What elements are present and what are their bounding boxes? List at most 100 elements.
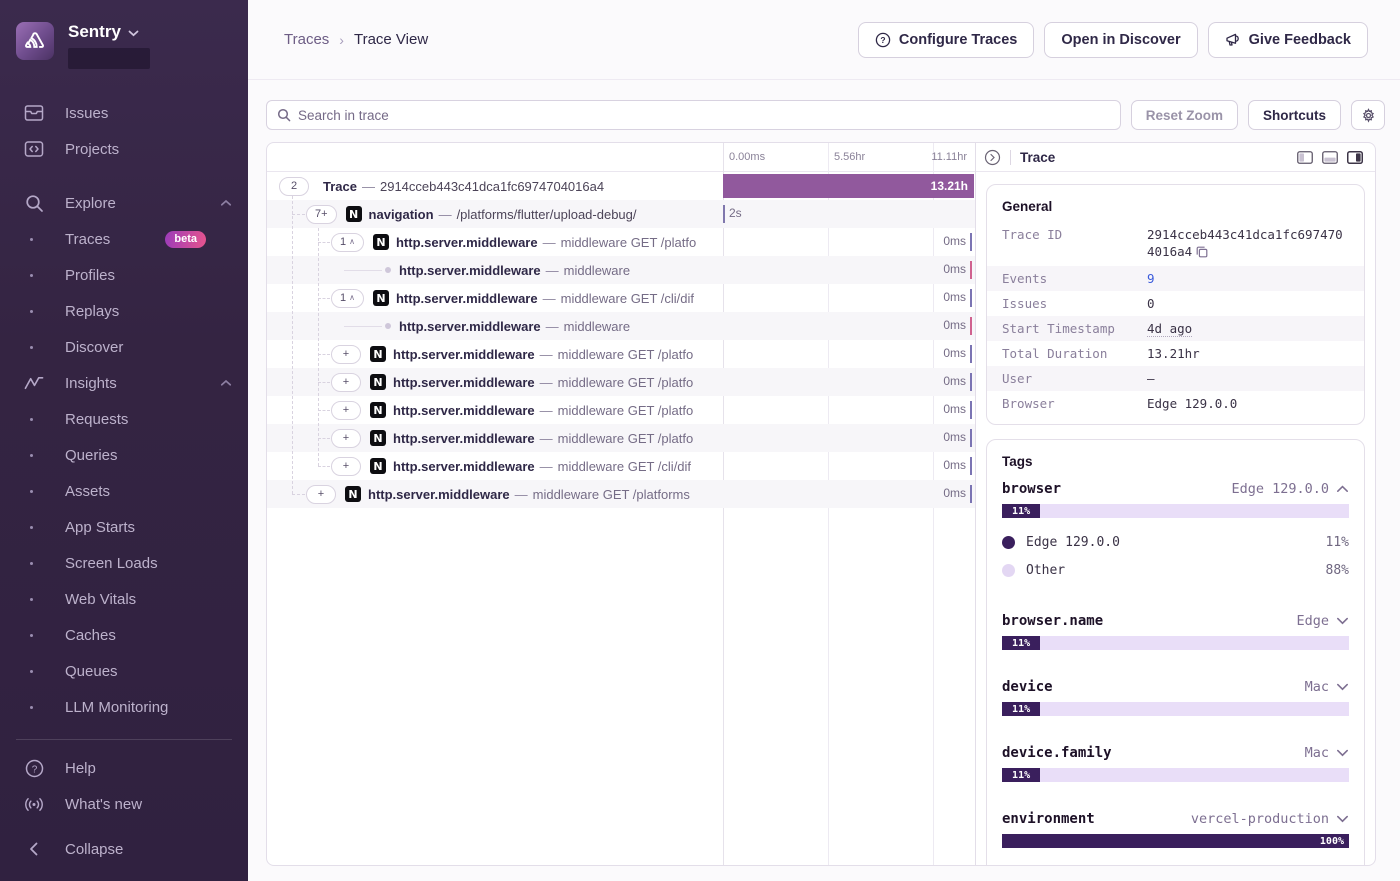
sidebar-item-llm-monitoring[interactable]: LLM Monitoring: [0, 689, 248, 725]
legend-label: Edge 129.0.0: [1026, 534, 1120, 550]
span-timeline-cell[interactable]: 0ms: [723, 480, 975, 508]
pill-count: +: [342, 404, 350, 416]
span-timeline-cell[interactable]: 0ms: [723, 424, 975, 452]
tag-value[interactable]: Edge: [1296, 613, 1349, 629]
expand-toggle-pill[interactable]: +: [306, 484, 336, 504]
reset-zoom-button[interactable]: Reset Zoom: [1130, 100, 1238, 130]
span-timeline-cell[interactable]: 0ms: [723, 340, 975, 368]
sidebar-item-queries[interactable]: Queries: [0, 437, 248, 473]
sidebar-item-discover[interactable]: Discover: [0, 329, 248, 365]
tag-header[interactable]: browser.name Edge: [1002, 609, 1349, 633]
sidebar-item-queues[interactable]: Queues: [0, 653, 248, 689]
general-row-value-text[interactable]: 4d ago: [1147, 321, 1193, 337]
span-duration-bar[interactable]: 13.21h: [723, 174, 974, 198]
span-timeline-cell[interactable]: 0ms: [723, 396, 975, 424]
span-timeline-cell[interactable]: 0ms: [723, 368, 975, 396]
dock-bottom-button[interactable]: [1322, 150, 1338, 164]
sidebar-item-what-s-new[interactable]: What's new: [0, 786, 248, 822]
tag-header[interactable]: browser Edge 129.0.0: [1002, 477, 1349, 501]
tag-distribution-bar[interactable]: 11%: [1002, 768, 1349, 782]
span-timeline-cell[interactable]: 0ms: [723, 452, 975, 480]
general-row-value-text: 0: [1147, 296, 1155, 311]
sidebar-item-traces[interactable]: Traces beta: [0, 221, 248, 257]
span-timeline-cell[interactable]: 13.21h: [723, 172, 975, 200]
tag-value[interactable]: Mac: [1305, 745, 1349, 761]
sidebar-item-insights[interactable]: Insights: [0, 365, 248, 401]
expand-toggle-pill[interactable]: +: [331, 400, 361, 420]
expand-toggle-pill[interactable]: 1 ∧: [331, 288, 364, 308]
general-row-value-text[interactable]: 9: [1147, 271, 1155, 286]
span-timeline-cell[interactable]: 0ms: [723, 228, 975, 256]
expand-toggle-pill[interactable]: +: [331, 372, 361, 392]
tag-header[interactable]: device.family Mac: [1002, 741, 1349, 765]
dock-left-button[interactable]: [1297, 150, 1313, 164]
breadcrumb-traces[interactable]: Traces: [284, 31, 330, 48]
tag-value[interactable]: Edge 129.0.0: [1231, 481, 1349, 497]
give-feedback-button[interactable]: Give Feedback: [1207, 21, 1368, 58]
sidebar-item-replays[interactable]: Replays: [0, 293, 248, 329]
sidebar-item-caches[interactable]: Caches: [0, 617, 248, 653]
sidebar-item-screen-loads[interactable]: Screen Loads: [0, 545, 248, 581]
sidebar-item-help[interactable]: ? Help: [0, 750, 248, 786]
sidebar-item-requests[interactable]: Requests: [0, 401, 248, 437]
expand-toggle-pill[interactable]: +: [331, 428, 361, 448]
sidebar-item-projects[interactable]: Projects: [0, 131, 248, 167]
tag-value[interactable]: Mac: [1305, 679, 1349, 695]
sidebar-item-web-vitals[interactable]: Web Vitals: [0, 581, 248, 617]
span-timeline-cell[interactable]: 0ms: [723, 312, 975, 340]
tag-value[interactable]: vercel-production: [1191, 811, 1349, 827]
tag-distribution-bar[interactable]: 100%: [1002, 834, 1349, 848]
collapse-sidebar-button[interactable]: Collapse: [0, 831, 248, 867]
tag-distribution-bar[interactable]: 11%: [1002, 636, 1349, 650]
trace-span-row[interactable]: http.server.middleware — middleware 0ms: [267, 312, 975, 340]
collapse-icon: [24, 842, 44, 856]
search-input[interactable]: [298, 107, 1110, 123]
tag-distribution-bar[interactable]: 11%: [1002, 702, 1349, 716]
sidebar-item-label: Screen Loads: [65, 554, 158, 572]
sentry-logo[interactable]: [16, 22, 54, 60]
tag-device-family: device.family Mac 11%: [987, 741, 1364, 782]
expand-toggle-pill[interactable]: 7+: [306, 204, 337, 224]
expand-toggle-pill[interactable]: 1 ∧: [331, 232, 364, 252]
separator: —: [545, 318, 559, 334]
trace-span-row[interactable]: http.server.middleware — middleware 0ms: [267, 256, 975, 284]
legend-row[interactable]: Edge 129.0.0 11%: [1002, 528, 1349, 556]
tag-header[interactable]: environment vercel-production: [1002, 807, 1349, 831]
legend-row[interactable]: Other 88%: [1002, 556, 1349, 584]
expand-drawer-button[interactable]: [984, 149, 1001, 166]
span-timeline-cell[interactable]: 2s: [723, 200, 975, 228]
expand-toggle-pill[interactable]: 2: [279, 176, 309, 196]
trace-span-row[interactable]: 2 Trace —2914cceb443c41dca1fc6974704016a4 1…: [267, 172, 975, 200]
tag-header[interactable]: device Mac: [1002, 675, 1349, 699]
span-timeline-cell[interactable]: 0ms: [723, 256, 975, 284]
expand-toggle-pill[interactable]: +: [331, 344, 361, 364]
sidebar-item-issues[interactable]: Issues: [0, 95, 248, 131]
org-switcher[interactable]: Sentry: [68, 22, 150, 42]
span-op: http.server.middleware: [393, 374, 535, 390]
configure-traces-button[interactable]: ? Configure Traces: [857, 21, 1035, 58]
tag-distribution-bar[interactable]: 11%: [1002, 504, 1349, 518]
sidebar-item-app-starts[interactable]: App Starts: [0, 509, 248, 545]
dock-right-button[interactable]: [1347, 150, 1363, 164]
trace-settings-button[interactable]: [1351, 100, 1385, 130]
expand-toggle-pill[interactable]: +: [331, 456, 361, 476]
shortcuts-button[interactable]: Shortcuts: [1247, 100, 1341, 130]
copy-icon[interactable]: [1196, 245, 1208, 262]
sidebar-item-assets[interactable]: Assets: [0, 473, 248, 509]
open-in-discover-button[interactable]: Open in Discover: [1044, 21, 1198, 58]
sidebar-item-profiles[interactable]: Profiles: [0, 257, 248, 293]
span-op: http.server.middleware: [368, 486, 510, 502]
chevron-down-icon: [1336, 613, 1349, 629]
span-timeline-cell[interactable]: 0ms: [723, 284, 975, 312]
sidebar-item-explore[interactable]: Explore: [0, 185, 248, 221]
